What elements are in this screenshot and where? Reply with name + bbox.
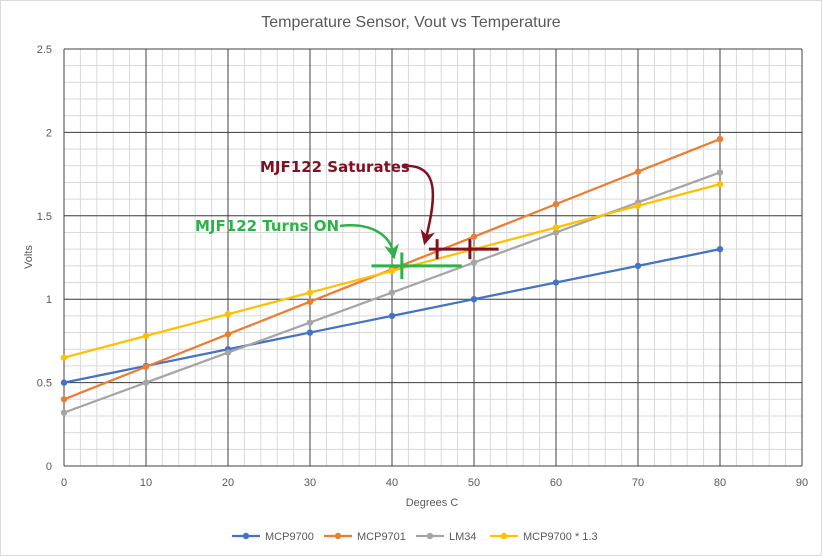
saturates-arrow xyxy=(403,164,436,246)
x-tick-label: 0 xyxy=(61,477,67,489)
legend: MCP9700 MCP9701 LM34 MCP9700 * 1.3 xyxy=(232,531,598,543)
y-tick-label: 1 xyxy=(46,294,52,306)
data-point xyxy=(306,329,314,336)
major-grid xyxy=(63,48,803,467)
y-tick-label: 2 xyxy=(46,127,52,139)
turns-on-arrow xyxy=(339,224,399,260)
saturates-label: MJF122 Saturates xyxy=(260,158,410,176)
legend-marker xyxy=(426,532,434,540)
data-point xyxy=(634,168,642,175)
data-point xyxy=(716,245,724,253)
data-point xyxy=(306,319,314,326)
data-point xyxy=(470,233,478,240)
data-point xyxy=(224,331,232,338)
data-point xyxy=(552,229,560,236)
y-axis-title: Volts xyxy=(23,245,35,269)
data-point xyxy=(388,312,396,320)
x-tick-label: 20 xyxy=(222,477,234,489)
legend-item: MCP9700 * 1.3 xyxy=(490,531,598,543)
data-point xyxy=(142,363,150,370)
legend-label: LM34 xyxy=(449,531,477,543)
data-point xyxy=(142,332,150,340)
data-point xyxy=(60,396,68,403)
x-tick-label: 30 xyxy=(304,477,316,489)
data-point xyxy=(716,180,724,188)
annotation-marker-1 xyxy=(371,252,462,280)
series-0 xyxy=(60,245,724,386)
annotation-layer: MJF122 Saturates MJF122 Turns ON xyxy=(195,158,499,280)
data-point xyxy=(388,289,396,296)
data-point xyxy=(716,169,724,176)
legend-item: MCP9701 xyxy=(324,531,406,543)
data-point xyxy=(60,354,68,361)
x-tick-label: 70 xyxy=(632,477,644,489)
x-axis-title: Degrees C xyxy=(406,497,459,509)
data-point xyxy=(306,298,314,305)
series-3 xyxy=(60,180,724,361)
x-tick-label: 80 xyxy=(714,477,726,489)
x-tick-label: 60 xyxy=(550,477,562,489)
data-point xyxy=(716,135,724,143)
y-tick-label: 2.5 xyxy=(37,44,52,56)
data-point xyxy=(634,202,642,209)
data-point xyxy=(60,379,68,386)
x-tick-labels: 0 10 20 30 40 50 60 70 80 90 xyxy=(61,477,808,489)
legend-marker xyxy=(242,532,250,540)
data-point xyxy=(388,267,396,275)
legend-label: MCP9700 xyxy=(265,531,314,543)
annotation-marker-0 xyxy=(428,239,499,260)
y-tick-label: 0 xyxy=(46,461,52,473)
chart-title: Temperature Sensor, Vout vs Temperature xyxy=(261,14,561,31)
x-tick-label: 40 xyxy=(386,477,398,489)
data-point xyxy=(552,279,560,286)
data-point xyxy=(470,259,478,266)
legend-label: MCP9701 xyxy=(357,531,406,543)
data-point xyxy=(634,262,642,270)
data-point xyxy=(60,409,68,416)
x-tick-label: 10 xyxy=(140,477,152,489)
y-tick-labels: 0 0.5 1 1.5 2 2.5 xyxy=(37,44,52,473)
x-tick-label: 90 xyxy=(796,477,808,489)
series-layer xyxy=(60,135,724,416)
data-point xyxy=(224,349,232,356)
legend-label: MCP9700 * 1.3 xyxy=(523,531,598,543)
legend-item: LM34 xyxy=(416,531,477,543)
legend-item: MCP9700 xyxy=(232,531,314,543)
turns-on-label: MJF122 Turns ON xyxy=(195,217,339,235)
x-tick-label: 50 xyxy=(468,477,480,489)
y-tick-label: 1.5 xyxy=(37,211,52,223)
legend-marker xyxy=(500,532,508,540)
y-tick-label: 0.5 xyxy=(37,378,52,390)
data-point xyxy=(470,296,478,303)
data-point xyxy=(552,200,560,208)
data-point xyxy=(142,379,150,386)
data-point xyxy=(224,311,232,318)
legend-marker xyxy=(334,532,342,540)
data-point xyxy=(306,289,314,296)
data-point xyxy=(552,224,560,231)
